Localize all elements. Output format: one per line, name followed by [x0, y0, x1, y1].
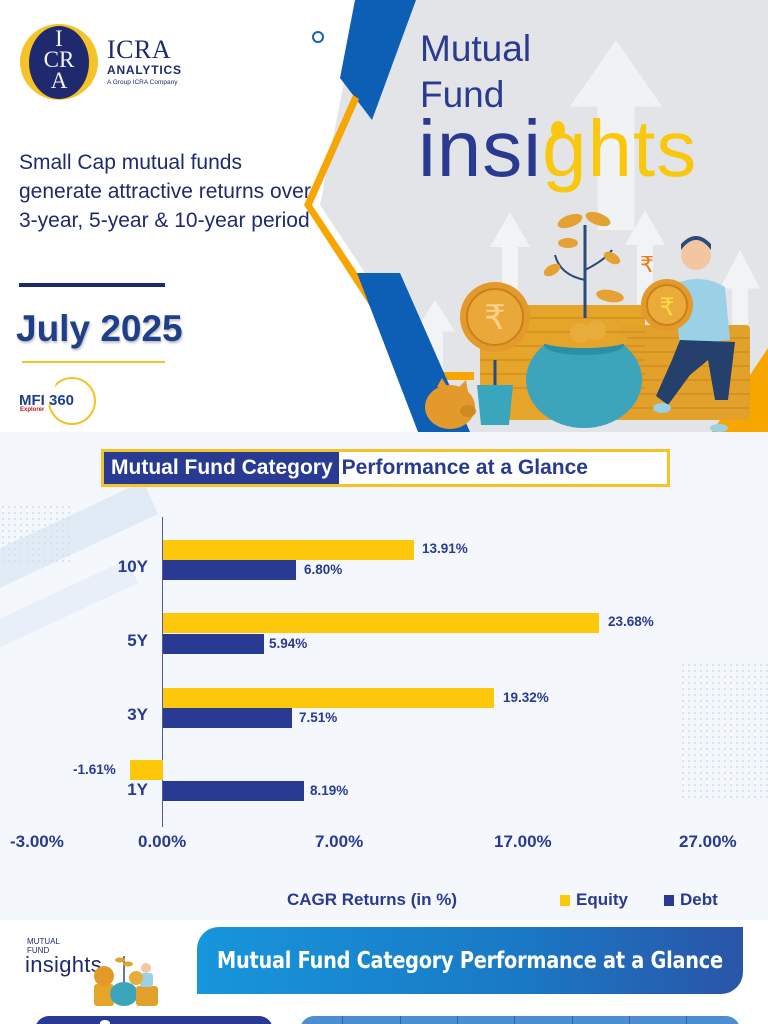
table-header-icon — [100, 1020, 110, 1024]
decor-dots — [680, 662, 768, 802]
bar-equity-5y — [163, 613, 599, 633]
logo-monogram: I CR A — [43, 26, 75, 93]
table-header-left — [35, 1016, 273, 1024]
mfi-badge-main: MFI 360 — [19, 392, 75, 409]
banner-title: Mutual Fund Category Performance at a Gl… — [217, 947, 723, 974]
headline: Small Cap mutual funds generate attracti… — [19, 151, 311, 232]
brand-line-mutual: Mutual — [420, 28, 532, 69]
divider-navy — [19, 283, 165, 287]
person-with-coin-icon: ₹ — [641, 236, 735, 432]
value-label-debt-1y: 8.19% — [310, 783, 349, 798]
table-column-divider — [457, 1016, 458, 1024]
chart-title-highlight: Mutual Fund Category — [104, 452, 339, 484]
piggy-bank-icon — [425, 378, 476, 429]
x-tick-label: 27.00% — [679, 832, 737, 851]
table-column-divider — [686, 1016, 687, 1024]
category-label-5y: 5Y — [127, 631, 148, 650]
chart-title-rest: Performance at a Glance — [341, 456, 588, 479]
y-axis-line — [162, 517, 163, 827]
category-label-3y: 3Y — [127, 705, 148, 724]
svg-text:₹: ₹ — [484, 298, 506, 338]
table-column-divider — [629, 1016, 630, 1024]
bar-equity-1y — [130, 760, 163, 780]
bar-debt-3y — [163, 708, 292, 728]
mini-logo-text: MUTUAL FUND — [27, 937, 60, 955]
table-column-divider — [514, 1016, 515, 1024]
bar-debt-1y — [163, 781, 304, 801]
bar-equity-10y — [163, 540, 414, 560]
legend-equity: Equity — [560, 890, 628, 910]
logo-oval-inner — [29, 26, 89, 99]
legend-label-equity: Equity — [576, 890, 628, 909]
finance-illustration: ₹ ₹ ₹ — [425, 211, 750, 432]
section-banner: Mutual Fund Category Performance at a Gl… — [197, 927, 743, 994]
bar-equity-3y — [163, 688, 494, 708]
lightbulb-icon — [551, 121, 565, 137]
bar-debt-5y — [163, 634, 264, 654]
hero-banner: I CR A ICRA ANALYTICS A Group ICRA Compa… — [0, 0, 768, 432]
bar-debt-10y — [163, 560, 296, 580]
rupee-coin-icon: ₹ — [460, 282, 530, 400]
table-column-divider — [400, 1016, 401, 1024]
value-label-equity-3y: 19.32% — [503, 690, 549, 705]
rupee-symbol-icon: ₹ — [640, 253, 654, 278]
mini-logo-word: insights — [25, 952, 102, 977]
logo-name: ICRA — [107, 35, 172, 64]
value-label-debt-10y: 6.80% — [304, 562, 343, 577]
legend-swatch-equity — [560, 894, 570, 906]
mini-finance-illustration-icon — [94, 956, 158, 1006]
svg-text:₹: ₹ — [659, 293, 674, 321]
value-label-equity-1y: -1.61% — [73, 762, 116, 777]
x-tick-label: -3.00% — [10, 832, 64, 851]
category-label-10y: 10Y — [117, 557, 148, 576]
coin-pot-icon — [526, 320, 642, 428]
x-tick-label: 0.00% — [138, 832, 187, 851]
flower-pot-icon — [477, 385, 513, 425]
logo-tagline: A Group ICRA Company — [107, 79, 178, 86]
brand-line-fund: Fund — [420, 74, 505, 115]
legend-swatch-debt — [664, 894, 674, 906]
legend-debt: Debt — [664, 890, 718, 910]
value-label-debt-3y: 7.51% — [299, 710, 338, 725]
value-label-equity-10y: 13.91% — [422, 541, 468, 556]
money-plant-icon — [543, 211, 624, 318]
logo-subtitle: ANALYTICS — [107, 63, 182, 77]
report-date: July 2025 — [16, 308, 183, 349]
x-tick-label: 7.00% — [315, 832, 364, 851]
table-column-divider — [572, 1016, 573, 1024]
x-axis-label: CAGR Returns (in %) — [287, 890, 457, 909]
table-header-right — [300, 1016, 740, 1024]
mfi-badge-sub: Explorer — [20, 407, 45, 413]
value-label-debt-5y: 5.94% — [269, 636, 308, 651]
chart-title: Mutual Fund Category Performance at a Gl… — [101, 449, 670, 487]
decor-dots — [0, 504, 70, 564]
value-label-equity-5y: 23.68% — [608, 614, 654, 629]
divider-yellow — [22, 361, 165, 363]
legend-label-debt: Debt — [680, 890, 718, 909]
table-column-divider — [342, 1016, 343, 1024]
category-label-1y: 1Y — [127, 780, 148, 799]
brand-insights-wordmark: insights — [418, 104, 698, 193]
chart-section — [0, 432, 768, 920]
decor-circle-icon — [312, 31, 324, 43]
x-tick-label: 17.00% — [494, 832, 552, 851]
